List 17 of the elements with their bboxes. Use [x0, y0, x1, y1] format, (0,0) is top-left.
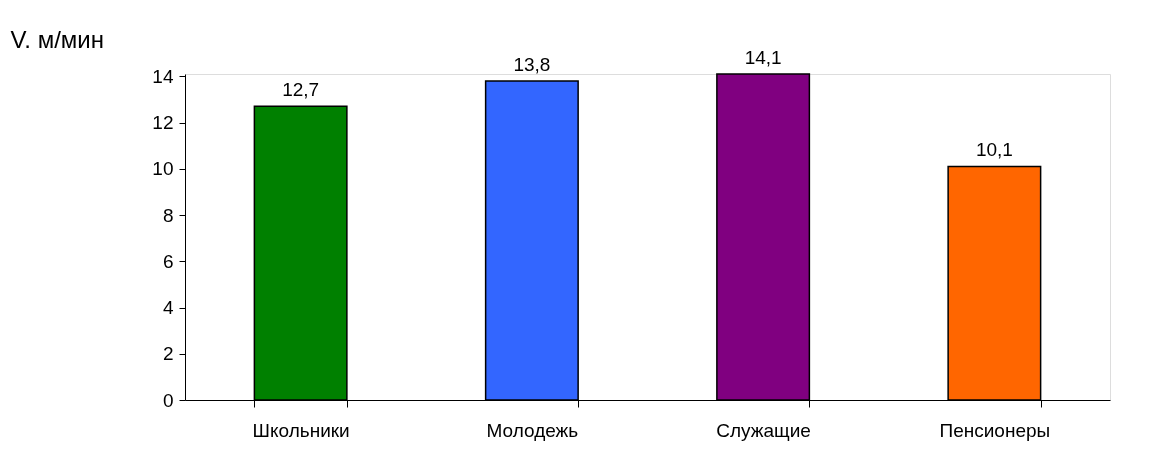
x-tick-label: Пенсионеры	[939, 419, 1051, 441]
y-tick-label: 8	[162, 204, 174, 226]
y-tick-label: 12	[152, 112, 174, 134]
y-tick-label: 4	[162, 297, 174, 319]
x-tick-label: Молодежь	[486, 419, 579, 441]
data-label: 12,7	[282, 79, 320, 101]
y-tick-label: 0	[162, 389, 174, 411]
data-label: 13,8	[513, 53, 551, 75]
data-label: 14,1	[744, 47, 782, 68]
x-tick-label: Школьники	[252, 419, 350, 441]
data-label: 10,1	[975, 139, 1013, 161]
y-tick-label: 2	[162, 343, 174, 365]
y-axis-title: V. м/мин	[10, 25, 104, 53]
y-tick-label: 14	[152, 65, 174, 87]
y-tick-label: 10	[152, 158, 174, 180]
y-tick-label: 6	[162, 250, 174, 272]
x-tick-label: Служащие	[716, 419, 811, 441]
